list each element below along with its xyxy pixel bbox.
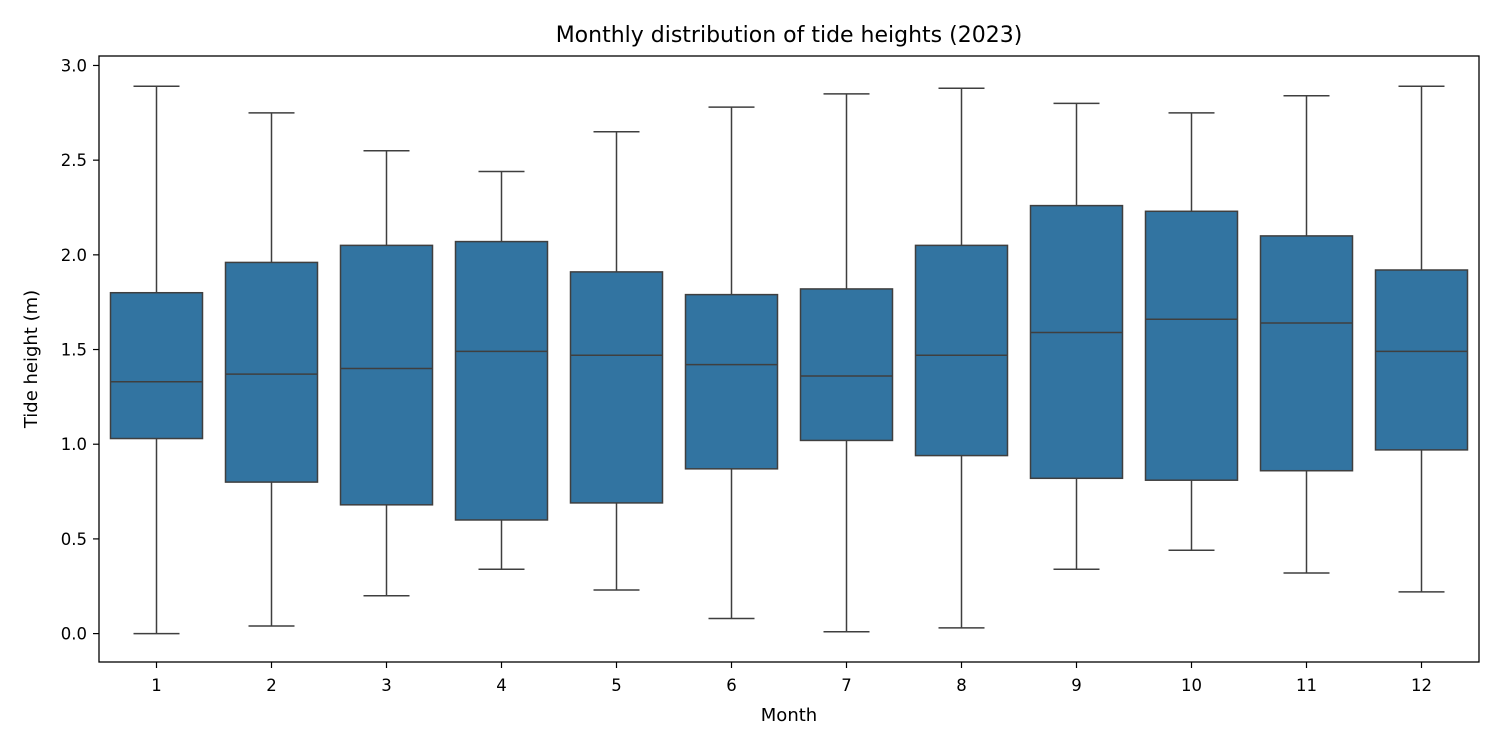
iqr-box bbox=[569, 271, 664, 504]
box-month-1 bbox=[109, 85, 204, 635]
x-tick-label: 11 bbox=[1296, 676, 1317, 695]
iqr-box bbox=[454, 240, 549, 521]
x-axis: 1 2 3 4 5 6 7 8 9 10 11 12 bbox=[151, 662, 1432, 695]
x-tick-label: 7 bbox=[841, 676, 852, 695]
box-month-9 bbox=[1029, 102, 1124, 570]
x-tick-label: 4 bbox=[496, 676, 507, 695]
box-month-2 bbox=[224, 112, 319, 627]
x-tick-label: 5 bbox=[611, 676, 622, 695]
box-month-7 bbox=[799, 93, 894, 633]
y-tick-label: 0.0 bbox=[61, 625, 87, 644]
y-axis-label: Tide height (m) bbox=[21, 290, 42, 429]
y-tick-label: 1.0 bbox=[61, 435, 87, 454]
iqr-box bbox=[1374, 269, 1469, 451]
y-tick-label: 0.5 bbox=[61, 530, 87, 549]
x-tick-label: 6 bbox=[726, 676, 737, 695]
y-tick-label: 3.0 bbox=[61, 56, 87, 75]
x-tick-label: 2 bbox=[266, 676, 277, 695]
box-month-8 bbox=[914, 87, 1009, 629]
box-month-3 bbox=[339, 149, 434, 597]
box-month-12 bbox=[1374, 85, 1469, 593]
y-tick-label: 1.5 bbox=[61, 341, 87, 360]
box-month-6 bbox=[684, 106, 779, 620]
plot-frame bbox=[98, 55, 1480, 663]
box-month-5 bbox=[569, 131, 664, 591]
plot-area bbox=[109, 85, 1469, 635]
y-tick-label: 2.5 bbox=[61, 151, 87, 170]
box-month-11 bbox=[1259, 95, 1354, 574]
y-axis: 0.0 0.5 1.0 1.5 2.0 2.5 3.0 bbox=[61, 56, 99, 644]
x-tick-label: 8 bbox=[956, 676, 967, 695]
iqr-box bbox=[1144, 210, 1239, 481]
x-tick-label: 1 bbox=[151, 676, 162, 695]
iqr-box bbox=[1029, 204, 1124, 480]
iqr-box bbox=[109, 291, 204, 440]
iqr-box bbox=[914, 244, 1009, 457]
x-tick-label: 9 bbox=[1071, 676, 1082, 695]
x-tick-label: 3 bbox=[381, 676, 392, 695]
x-tick-label: 10 bbox=[1181, 676, 1202, 695]
x-axis-label: Month bbox=[761, 705, 817, 726]
x-tick-label: 12 bbox=[1411, 676, 1432, 695]
iqr-box bbox=[799, 288, 894, 442]
iqr-box bbox=[1259, 235, 1354, 472]
iqr-box bbox=[684, 293, 779, 470]
iqr-box bbox=[339, 244, 434, 506]
iqr-box bbox=[224, 261, 319, 483]
chart-title: Monthly distribution of tide heights (20… bbox=[556, 23, 1023, 48]
box-month-10 bbox=[1144, 112, 1239, 552]
y-tick-label: 2.0 bbox=[61, 246, 87, 265]
box-month-4 bbox=[454, 170, 549, 570]
